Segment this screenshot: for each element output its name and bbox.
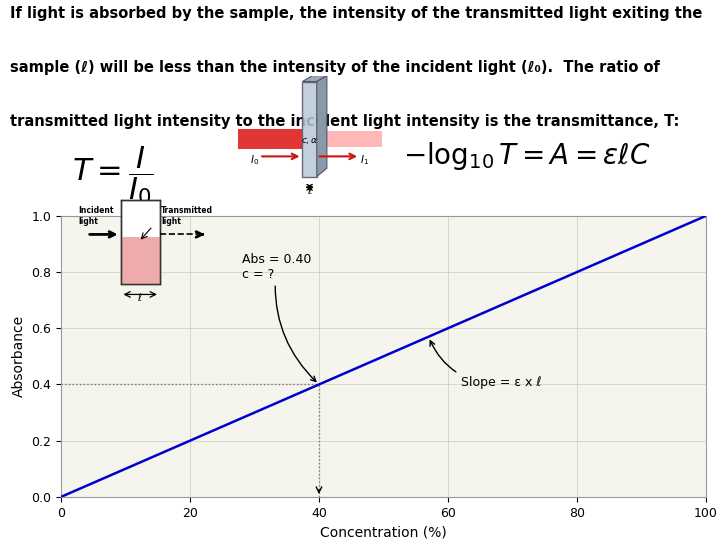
Text: If light is absorbed by the sample, the intensity of the transmitted light exiti: If light is absorbed by the sample, the …: [10, 6, 703, 21]
Bar: [120, 200, 160, 284]
Text: $\ell$: $\ell$: [138, 291, 143, 303]
Text: $I_1$: $I_1$: [360, 153, 369, 167]
Text: Slope = ε x ℓ: Slope = ε x ℓ: [430, 341, 541, 389]
Text: $I_0$: $I_0$: [251, 153, 259, 167]
Text: Incident
light: Incident light: [78, 206, 114, 226]
Polygon shape: [317, 131, 382, 147]
Text: $-\log_{10}T = A = \varepsilon\ell C$: $-\log_{10}T = A = \varepsilon\ell C$: [403, 140, 651, 172]
Bar: [120, 237, 160, 284]
Polygon shape: [317, 76, 327, 177]
Text: sample (ℓ) will be less than the intensity of the incident light (ℓ₀).  The rati: sample (ℓ) will be less than the intensi…: [10, 60, 660, 75]
X-axis label: Concentration (%): Concentration (%): [320, 525, 447, 539]
Text: Transmitted
light: Transmitted light: [161, 206, 213, 226]
Y-axis label: Absorbance: Absorbance: [12, 315, 26, 397]
Text: $c, \alpha$: $c, \alpha$: [301, 136, 318, 146]
Text: transmitted light intensity to the incident light intensity is the transmittance: transmitted light intensity to the incid…: [10, 114, 680, 129]
Text: Abs = 0.40
c = ?: Abs = 0.40 c = ?: [242, 253, 316, 381]
Polygon shape: [302, 76, 327, 82]
Bar: [302, 82, 317, 177]
Polygon shape: [238, 129, 302, 149]
Text: $\ell$: $\ell$: [307, 184, 312, 196]
Text: $T = \dfrac{I}{I_0}$: $T = \dfrac{I}{I_0}$: [72, 144, 153, 206]
